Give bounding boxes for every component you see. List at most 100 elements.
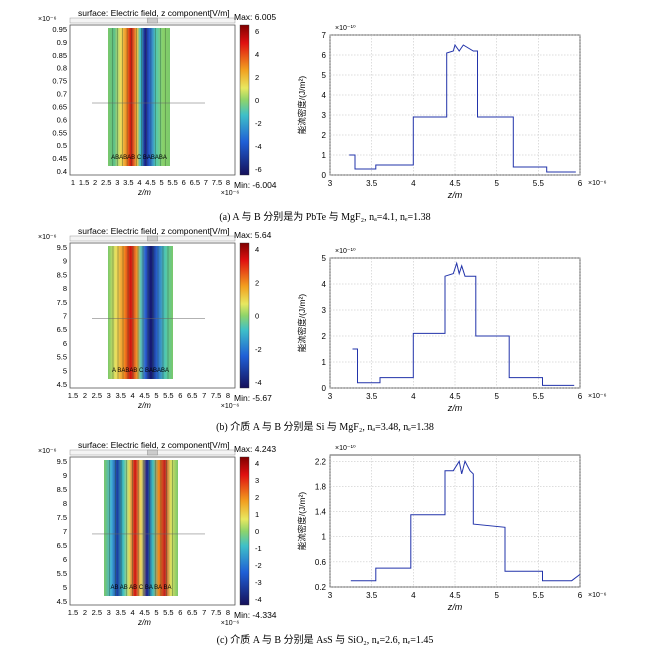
chart-x-tick-label: 4.5 bbox=[449, 392, 461, 401]
colorbar-tick-label: 3 bbox=[255, 476, 259, 485]
field-y-tick-label: 0.7 bbox=[57, 90, 67, 99]
field-y-tick-label: 7 bbox=[63, 312, 67, 321]
field-y-exponent: ×10⁻⁶ bbox=[38, 16, 57, 23]
field-x-tick-label: 6.5 bbox=[187, 608, 197, 617]
field-x-tick-label: 4 bbox=[137, 178, 141, 187]
field-y-exponent: ×10⁻⁶ bbox=[38, 448, 57, 455]
field-x-tick-label: 2.5 bbox=[101, 178, 111, 187]
field-x-tick-label: 6 bbox=[178, 391, 182, 400]
field-x-tick-label: 3 bbox=[115, 178, 119, 187]
colorbar-min: Min: -6.004 bbox=[234, 180, 277, 190]
chart-x-tick-label: 5.5 bbox=[533, 179, 545, 188]
energy-chart-c: 3 3.5 4 4.5 5 5.5 6 0.2 0.6 1 1.4 1.8 2.2 z/m ×10⁻⁶ ×10… bbox=[297, 444, 607, 612]
scrollbar-thumb[interactable] bbox=[147, 17, 158, 24]
chart-x-tick-label: 6 bbox=[578, 591, 583, 600]
field-x-exponent: ×10⁻⁶ bbox=[221, 190, 240, 197]
chart-x-tick-label: 5 bbox=[494, 392, 499, 401]
colorbar-tick-label: -2 bbox=[255, 119, 262, 128]
field-x-tick-label: 8 bbox=[226, 178, 230, 187]
chart-y-label: 能流密度/(J/m²) bbox=[297, 294, 307, 353]
colorbar-tick-label: -1 bbox=[255, 544, 262, 553]
chart-x-tick-label: 6 bbox=[578, 179, 583, 188]
colorbar-min: Min: -4.334 bbox=[234, 610, 277, 620]
colorbar-tick-label: -2 bbox=[255, 561, 262, 570]
colorbar-tick-label: 6 bbox=[255, 27, 259, 36]
colorbar-tick-label: -3 bbox=[255, 578, 262, 587]
field-x-tick-label: 6 bbox=[182, 178, 186, 187]
field-x-exponent: ×10⁻⁶ bbox=[221, 403, 240, 410]
field-y-tick-label: 4.5 bbox=[57, 380, 67, 389]
chart-y-tick-label: 6 bbox=[322, 51, 327, 60]
field-y-tick-label: 0.4 bbox=[57, 167, 67, 176]
panel-a: surface: Electric field, z component[V/m… bbox=[38, 8, 607, 200]
energy-series-line bbox=[349, 43, 576, 173]
field-y-tick-label: 6 bbox=[63, 555, 67, 564]
chart-y-tick-label: 4 bbox=[322, 91, 327, 100]
chart-x-tick-label: 4 bbox=[411, 392, 416, 401]
field-x-tick-label: 7 bbox=[204, 178, 208, 187]
colorbar-max: Max: 6.005 bbox=[234, 12, 276, 22]
chart-y-tick-label: 4 bbox=[322, 280, 327, 289]
field-surface bbox=[108, 246, 173, 379]
field-x-tick-label: 3.5 bbox=[115, 391, 125, 400]
chart-y-tick-label: 1 bbox=[322, 358, 327, 367]
chart-y-tick-label: 2 bbox=[322, 332, 327, 341]
field-x-tick-label: 2 bbox=[93, 178, 97, 187]
layer-label: A BABAB C BABABA bbox=[112, 368, 169, 374]
field-y-tick-label: 9 bbox=[63, 257, 67, 266]
colorbar-tick-label: 4 bbox=[255, 245, 259, 254]
chart-x-tick-label: 4 bbox=[411, 591, 416, 600]
colorbar-tick-label: 4 bbox=[255, 459, 259, 468]
field-y-tick-label: 9.5 bbox=[57, 457, 67, 466]
field-x-tick-label: 7.5 bbox=[212, 178, 222, 187]
field-title: surface: Electric field, z component[V/m… bbox=[78, 440, 230, 450]
field-x-tick-label: 4 bbox=[131, 391, 135, 400]
field-x-tick-label: 6.5 bbox=[190, 178, 200, 187]
energy-chart-b: 3 3.5 4 4.5 5 5.5 6 0 1 2 3 4 5 z/m ×10⁻⁶ ×10⁻¹⁰ 能流密度/(J… bbox=[297, 247, 607, 413]
field-x-tick-label: 1.5 bbox=[68, 391, 78, 400]
field-x-tick-label: 1.5 bbox=[79, 178, 89, 187]
chart-y-tick-label: 3 bbox=[322, 111, 327, 120]
field-y-tick-label: 8 bbox=[63, 284, 67, 293]
chart-y-tick-label: 0.6 bbox=[315, 558, 327, 567]
colorbar-tick-label: -2 bbox=[255, 345, 262, 354]
caption-c: (c) 介质 A 与 B 分别是 AsS 与 SiO₂, nₐ=2.6, nₑ=… bbox=[216, 635, 434, 646]
colorbar-tick-label: -4 bbox=[255, 378, 262, 387]
field-y-tick-label: 6.5 bbox=[57, 541, 67, 550]
chart-x-tick-label: 3.5 bbox=[366, 179, 378, 188]
chart-x-label: z/m bbox=[447, 190, 463, 200]
chart-x-tick-label: 3.5 bbox=[366, 392, 378, 401]
field-x-tick-label: 2.5 bbox=[92, 391, 102, 400]
field-x-tick-label: 4.5 bbox=[139, 608, 149, 617]
field-x-tick-label: 6 bbox=[178, 608, 182, 617]
chart-y-tick-label: 5 bbox=[322, 71, 327, 80]
colorbar bbox=[239, 242, 250, 389]
chart-x-tick-label: 6 bbox=[578, 392, 583, 401]
colorbar-tick-label: 2 bbox=[255, 73, 259, 82]
colorbar-tick-label: 2 bbox=[255, 493, 259, 502]
field-y-tick-label: 0.95 bbox=[52, 25, 67, 34]
colorbar-tick-label: 2 bbox=[255, 278, 259, 287]
panel-c: surface: Electric field, z component[V/m… bbox=[38, 440, 607, 627]
field-y-tick-label: 6 bbox=[63, 339, 67, 348]
field-y-tick-label: 0.55 bbox=[52, 128, 67, 137]
chart-y-tick-label: 1.4 bbox=[315, 508, 327, 517]
colorbar-min: Min: -5.67 bbox=[234, 393, 272, 403]
colorbar-tick-label: 0 bbox=[255, 527, 259, 536]
colorbar bbox=[239, 24, 250, 176]
panel-b: surface: Electric field, z component[V/m… bbox=[38, 226, 607, 413]
chart-x-tick-label: 3 bbox=[328, 392, 333, 401]
field-y-tick-label: 8 bbox=[63, 499, 67, 508]
chart-y-tick-label: 1 bbox=[322, 533, 327, 542]
scrollbar-thumb[interactable] bbox=[147, 449, 158, 456]
chart-y-exponent: ×10⁻¹⁰ bbox=[335, 444, 356, 452]
field-y-tick-label: 0.85 bbox=[52, 51, 67, 60]
scrollbar-thumb[interactable] bbox=[147, 235, 158, 242]
colorbar-tick-label: 0 bbox=[255, 312, 259, 321]
field-x-tick-label: 4.5 bbox=[139, 391, 149, 400]
field-surface bbox=[104, 460, 178, 596]
field-x-tick-label: 8 bbox=[226, 391, 230, 400]
field-y-tick-label: 9 bbox=[63, 471, 67, 480]
chart-y-label: 能流密度/(J/m²) bbox=[297, 492, 307, 551]
